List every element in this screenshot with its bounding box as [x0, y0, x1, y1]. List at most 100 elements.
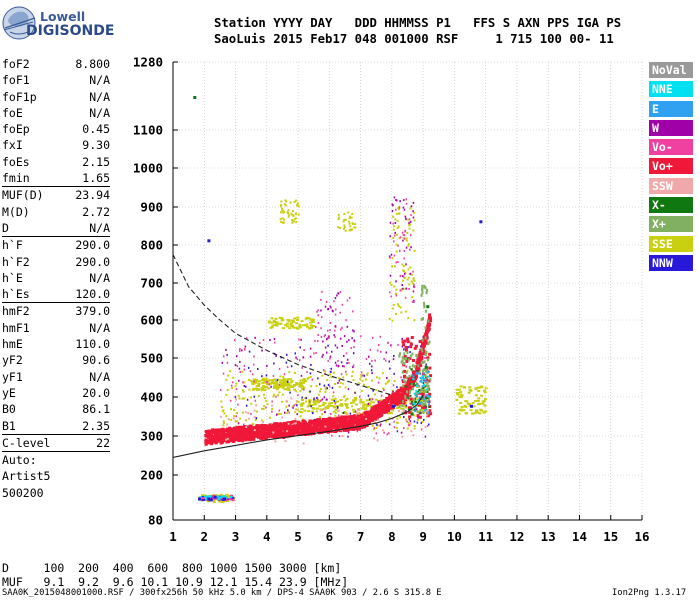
- data-point-x: [410, 412, 414, 416]
- echo-mark: [316, 398, 319, 401]
- param-row: hmF1 N/A: [2, 320, 110, 336]
- echo-mark: [404, 388, 408, 392]
- echo-mark: [285, 325, 289, 328]
- echo-mark: [298, 410, 302, 413]
- echo-mark: [403, 379, 406, 383]
- echo-mark: [413, 219, 416, 222]
- echo-mark: [393, 196, 396, 199]
- param-row: foEp 0.45: [2, 121, 110, 137]
- echo-mark: [371, 406, 375, 410]
- echo-mark: [333, 406, 336, 409]
- data-point-vo: [407, 377, 411, 381]
- echo-mark: [315, 326, 317, 329]
- data-point-vo: [376, 406, 380, 410]
- echo-mark: [276, 378, 279, 381]
- echo-mark: [402, 239, 404, 242]
- echo-mark: [419, 364, 423, 368]
- echo-mark: [302, 324, 306, 327]
- echo-mark: [422, 349, 426, 353]
- echo-mark: [417, 390, 420, 393]
- echo-mark: [279, 429, 283, 433]
- echo-mark: [309, 321, 313, 324]
- echo-mark: [460, 406, 464, 409]
- param-row: C-level 22: [2, 435, 110, 451]
- echo-mark: [412, 270, 414, 273]
- scaled-parameters-table: foF2 8.800 foF1 N/A foF1p N/A foE N/A foEp 0.45 fx…: [2, 56, 110, 501]
- param-value: N/A: [89, 89, 110, 104]
- echo-mark: [417, 392, 420, 394]
- echo-mark: [327, 359, 329, 362]
- echo-mark: [420, 401, 423, 404]
- echo-mark: [412, 300, 415, 303]
- echo-mark: [289, 421, 293, 424]
- echo-mark: [374, 414, 377, 418]
- echo-mark: [235, 415, 238, 418]
- echo-mark: [273, 422, 277, 426]
- echo-mark: [414, 406, 417, 409]
- param-value: 20.0: [82, 385, 110, 400]
- x-tick-label: 13: [541, 529, 556, 544]
- echo-mark: [418, 415, 422, 419]
- echo-mark: [236, 420, 239, 423]
- echo-mark: [403, 277, 406, 279]
- echo-mark: [348, 217, 351, 220]
- echo-mark: [271, 404, 274, 407]
- echo-mark: [421, 387, 423, 391]
- globe-icon: [2, 6, 36, 40]
- echo-mark: [324, 346, 327, 349]
- echo-mark: [353, 339, 355, 342]
- echo-mark: [422, 375, 425, 378]
- echo-mark: [386, 433, 389, 436]
- echo-mark: [394, 394, 398, 398]
- echo-mark: [270, 382, 274, 384]
- echo-mark: [399, 416, 402, 419]
- echo-mark: [344, 218, 347, 221]
- echo-mark: [403, 199, 405, 202]
- echo-mark: [378, 404, 382, 408]
- echo-mark: [410, 408, 413, 412]
- echo-mark: [427, 379, 431, 383]
- echo-mark: [395, 397, 399, 401]
- data-point-vo: [298, 432, 302, 436]
- echo-mark: [332, 391, 335, 394]
- echo-mark: [392, 390, 394, 393]
- data-point-vo: [204, 434, 208, 438]
- echo-mark: [413, 375, 416, 378]
- echo-mark: [405, 263, 407, 266]
- echo-mark: [319, 383, 321, 386]
- echo-mark: [387, 396, 391, 400]
- echo-mark: [339, 429, 343, 433]
- echo-mark: [317, 340, 319, 343]
- echo-mark: [334, 412, 337, 415]
- echo-mark: [245, 429, 249, 433]
- echo-mark: [303, 349, 305, 352]
- echo-mark: [247, 438, 251, 442]
- echo-mark: [424, 309, 427, 313]
- echo-mark: [412, 216, 415, 219]
- echo-mark: [423, 379, 425, 382]
- echo-mark: [405, 287, 408, 290]
- echo-mark: [383, 431, 385, 434]
- param-row: h`Es 120.0: [2, 286, 110, 302]
- echo-mark: [292, 384, 296, 387]
- echo-mark: [222, 422, 225, 425]
- echo-mark: [415, 361, 419, 365]
- echo-mark: [411, 374, 414, 377]
- echo-mark: [260, 387, 264, 390]
- echo-mark: [424, 326, 427, 330]
- echo-mark: [421, 291, 424, 295]
- logo-line1: Lowell: [40, 9, 86, 24]
- echo-mark: [370, 400, 373, 403]
- echo-mark: [413, 283, 415, 286]
- echo-mark: [248, 379, 250, 381]
- echo-mark: [402, 384, 405, 388]
- echo-mark: [416, 385, 418, 387]
- echo-mark: [277, 394, 279, 397]
- echo-mark: [312, 325, 315, 327]
- echo-mark: [309, 375, 312, 378]
- echo-mark: [424, 378, 427, 381]
- echo-mark: [393, 420, 395, 423]
- echo-mark: [393, 354, 395, 357]
- echo-mark: [309, 372, 312, 375]
- param-row: foF2 8.800: [2, 56, 110, 72]
